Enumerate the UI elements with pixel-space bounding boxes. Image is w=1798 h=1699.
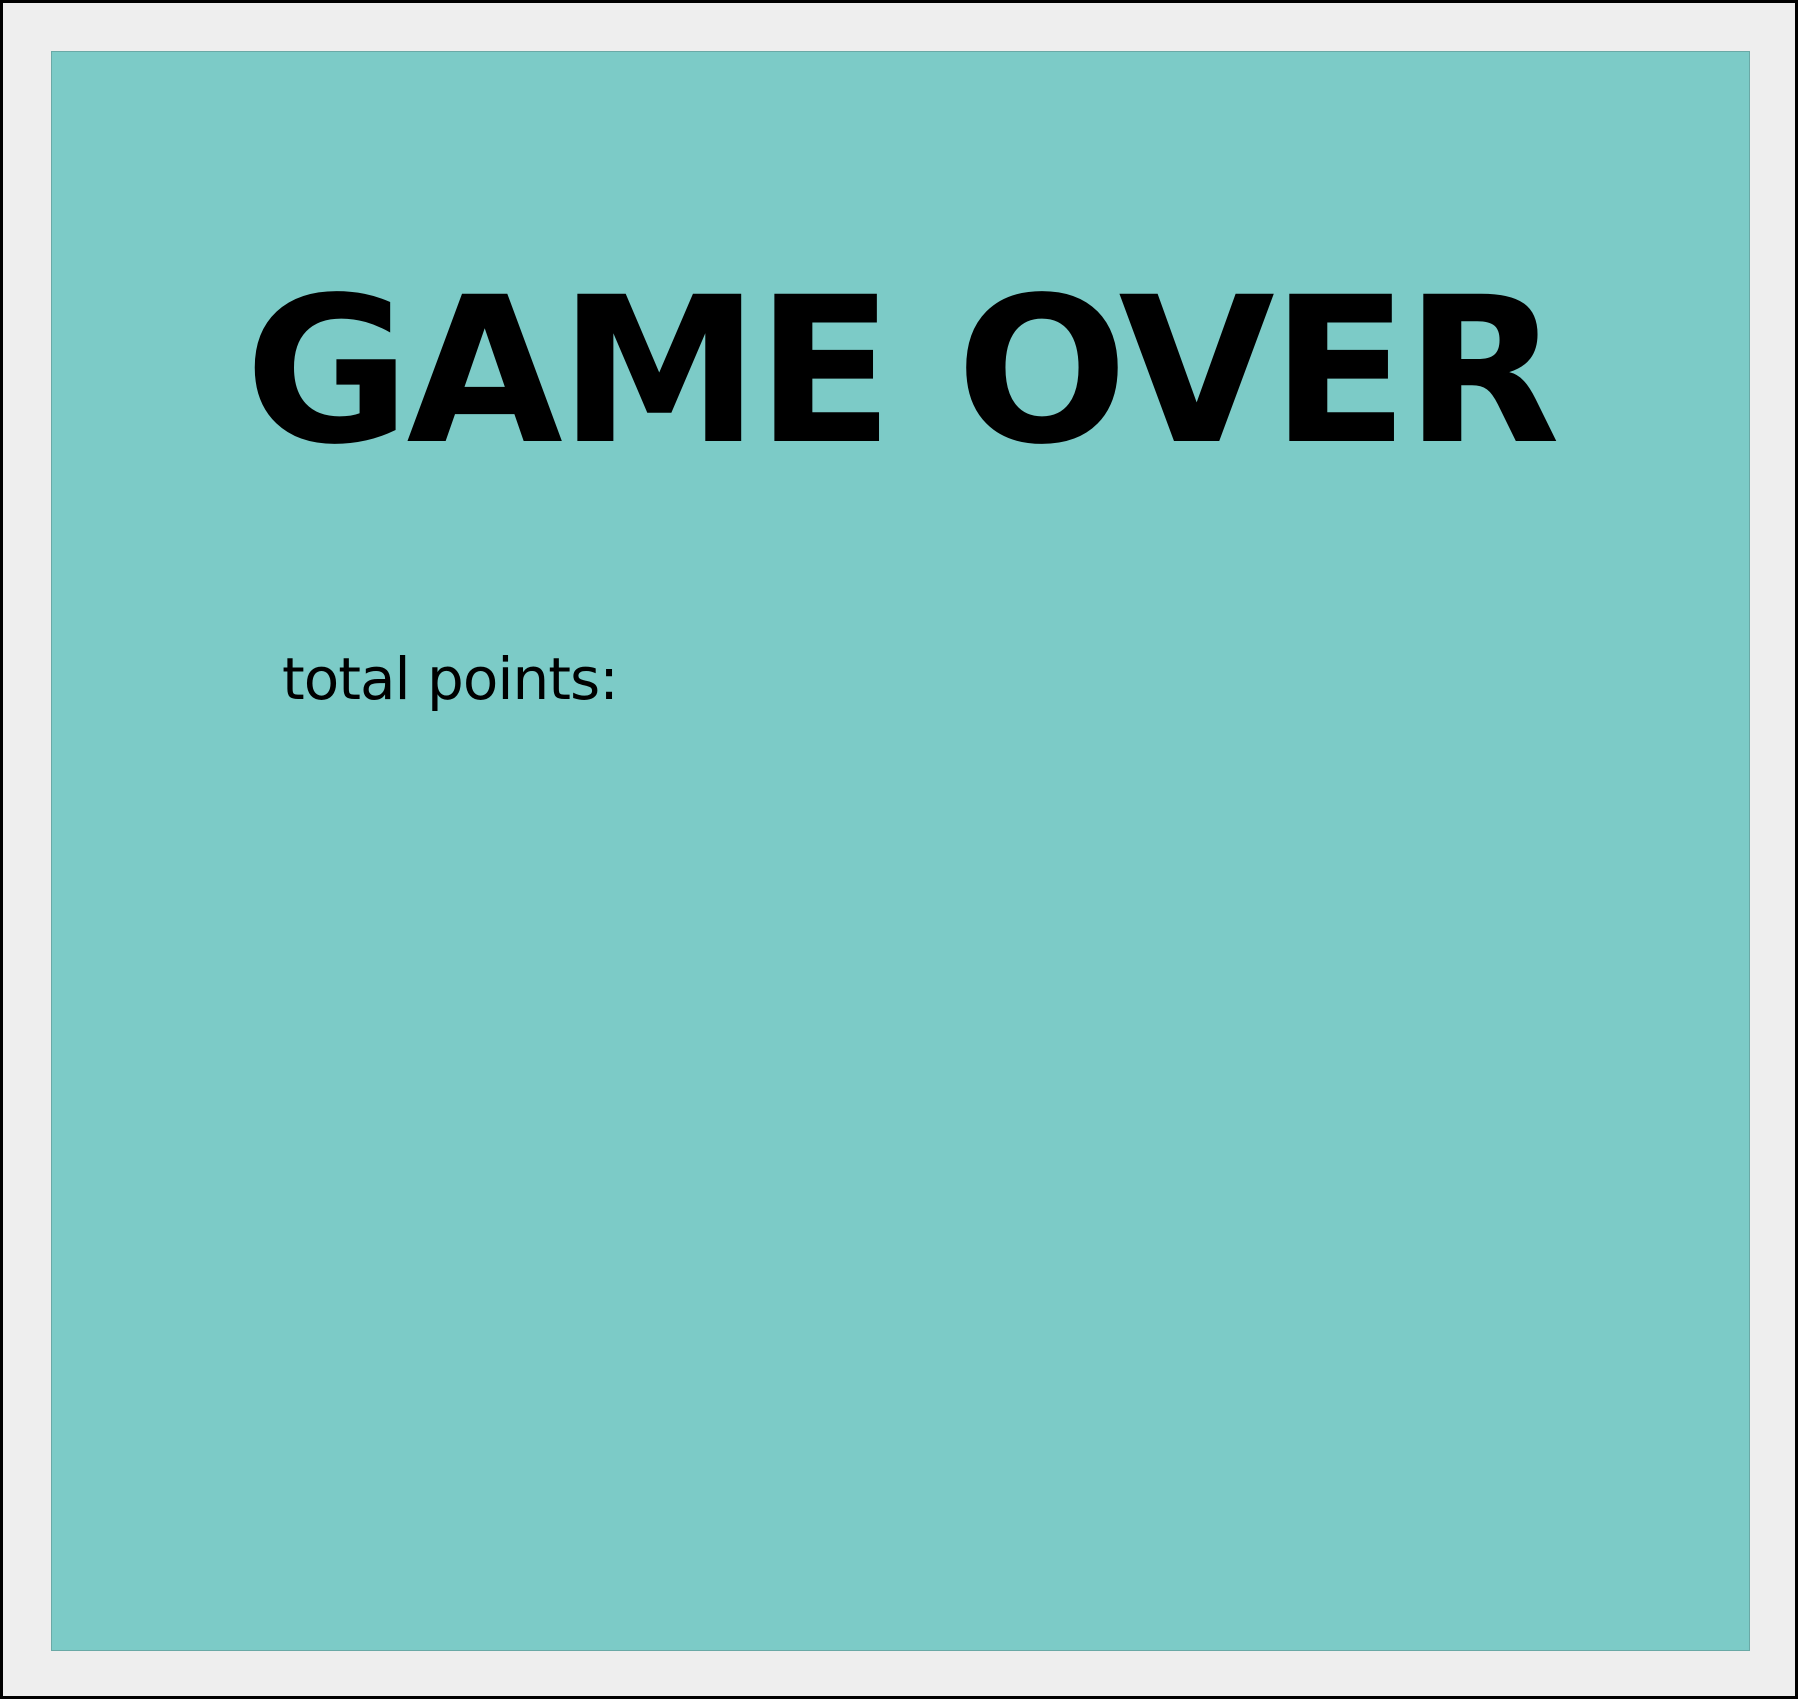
- game-over-title: GAME OVER: [244, 253, 1561, 489]
- game-over-panel: GAME OVER total points:: [51, 51, 1750, 1651]
- total-points-label: total points:: [282, 645, 619, 713]
